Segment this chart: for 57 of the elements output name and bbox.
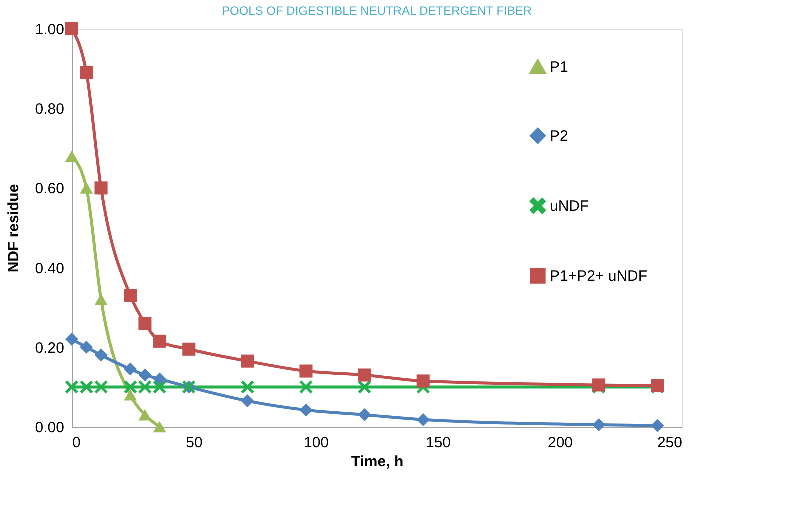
legend-label: P2 bbox=[550, 128, 568, 145]
y-axis-title: NDF residue bbox=[5, 184, 22, 273]
point bbox=[65, 22, 79, 36]
point bbox=[300, 404, 313, 417]
legend-label: uNDF bbox=[550, 198, 590, 215]
point bbox=[153, 334, 166, 348]
point bbox=[241, 354, 254, 368]
point bbox=[153, 421, 166, 433]
y-tick-label: 0.20 bbox=[35, 340, 64, 357]
x-tick-label: 200 bbox=[548, 434, 574, 452]
point bbox=[241, 394, 254, 408]
point bbox=[65, 332, 79, 346]
x-tick-label: 150 bbox=[426, 434, 452, 452]
point bbox=[153, 380, 166, 394]
y-tick-label: 0.00 bbox=[35, 420, 64, 436]
point bbox=[138, 380, 152, 394]
point bbox=[651, 419, 664, 432]
x-tick-label: 0 bbox=[72, 434, 81, 452]
point bbox=[138, 368, 152, 382]
y-tick-label: 0.40 bbox=[35, 260, 64, 278]
point bbox=[94, 294, 108, 306]
point bbox=[416, 413, 430, 426]
x-axis-title: Time, h bbox=[351, 454, 404, 470]
point bbox=[138, 317, 152, 330]
point bbox=[124, 390, 138, 401]
point bbox=[65, 380, 79, 394]
point bbox=[94, 182, 108, 195]
legend-label: P1+P2+ uNDF bbox=[550, 268, 648, 285]
point bbox=[358, 380, 372, 394]
point bbox=[80, 182, 94, 194]
point bbox=[358, 408, 372, 422]
point bbox=[182, 342, 196, 356]
point bbox=[124, 362, 138, 376]
point bbox=[80, 66, 94, 80]
y-tick-label: 1.00 bbox=[35, 22, 64, 38]
point bbox=[241, 380, 254, 394]
chart-title: POOLS OF DIGESTIBLE NEUTRAL DETERGENT FIBER bbox=[222, 4, 532, 18]
x-tick-label: 250 bbox=[657, 434, 682, 452]
legend-label: P1 bbox=[550, 59, 568, 76]
x-tick-label: 50 bbox=[186, 434, 203, 452]
y-tick-label: 0.80 bbox=[35, 101, 64, 118]
point bbox=[94, 348, 108, 362]
point bbox=[65, 150, 79, 162]
point bbox=[80, 380, 94, 394]
point bbox=[153, 372, 166, 386]
point bbox=[80, 340, 94, 354]
point bbox=[300, 364, 313, 378]
point bbox=[124, 380, 138, 394]
point bbox=[124, 289, 138, 302]
point bbox=[300, 380, 313, 394]
point bbox=[358, 368, 372, 382]
point bbox=[94, 380, 108, 394]
y-tick-label: 0.60 bbox=[35, 180, 64, 198]
point bbox=[416, 374, 430, 388]
point bbox=[592, 418, 606, 432]
point bbox=[138, 409, 152, 421]
x-tick-label: 100 bbox=[304, 434, 330, 452]
